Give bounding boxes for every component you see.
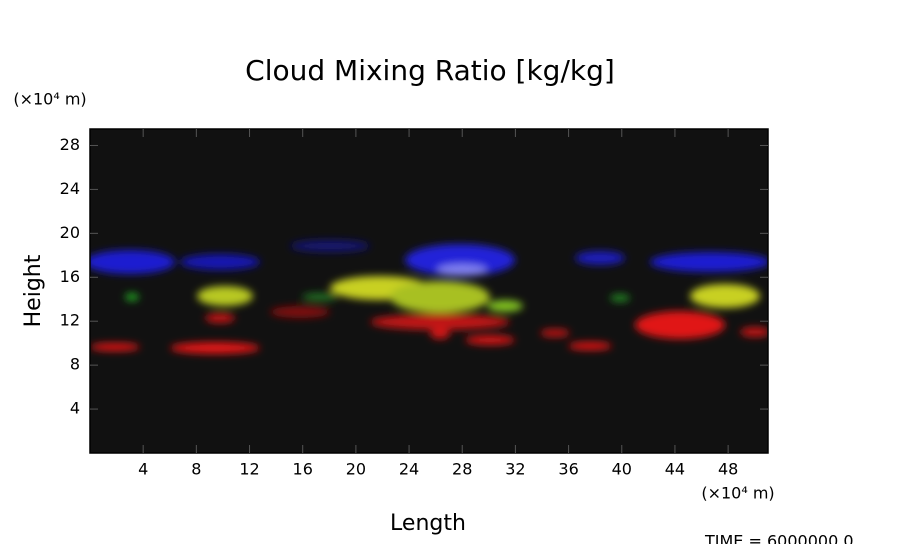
x-axis-label: Length: [390, 511, 466, 536]
chart-title: Cloud Mixing Ratio [kg/kg]: [245, 54, 615, 87]
x-tick-label: 44: [665, 460, 685, 479]
x-unit: (×10⁴ m): [701, 484, 774, 503]
x-tick-label: 48: [718, 460, 738, 479]
y-tick-label: 20: [60, 223, 80, 242]
y-axis-label: Height: [21, 254, 46, 327]
x-tick-label: 40: [612, 460, 632, 479]
time-footer: TIME = 6000000.0: [704, 532, 854, 544]
y-unit: (×10⁴ m): [13, 90, 86, 109]
x-tick-label: 32: [505, 460, 525, 479]
x-tick-label: 28: [452, 460, 472, 479]
y-tick-label: 16: [60, 267, 80, 286]
x-tick-label: 4: [138, 460, 148, 479]
x-tick-label: 24: [399, 460, 419, 479]
y-tick-label: 28: [60, 135, 80, 154]
y-tick-label: 8: [70, 355, 80, 374]
x-tick-label: 12: [239, 460, 259, 479]
y-tick-label: 24: [60, 179, 80, 198]
x-tick-label: 8: [191, 460, 201, 479]
y-tick-label: 12: [60, 311, 80, 330]
plot-frame: [89, 128, 769, 454]
x-tick-label: 36: [558, 460, 578, 479]
y-tick-label: 4: [70, 399, 80, 418]
field-image: [90, 240, 768, 354]
x-tick-label: 16: [293, 460, 313, 479]
x-tick-label: 20: [346, 460, 366, 479]
